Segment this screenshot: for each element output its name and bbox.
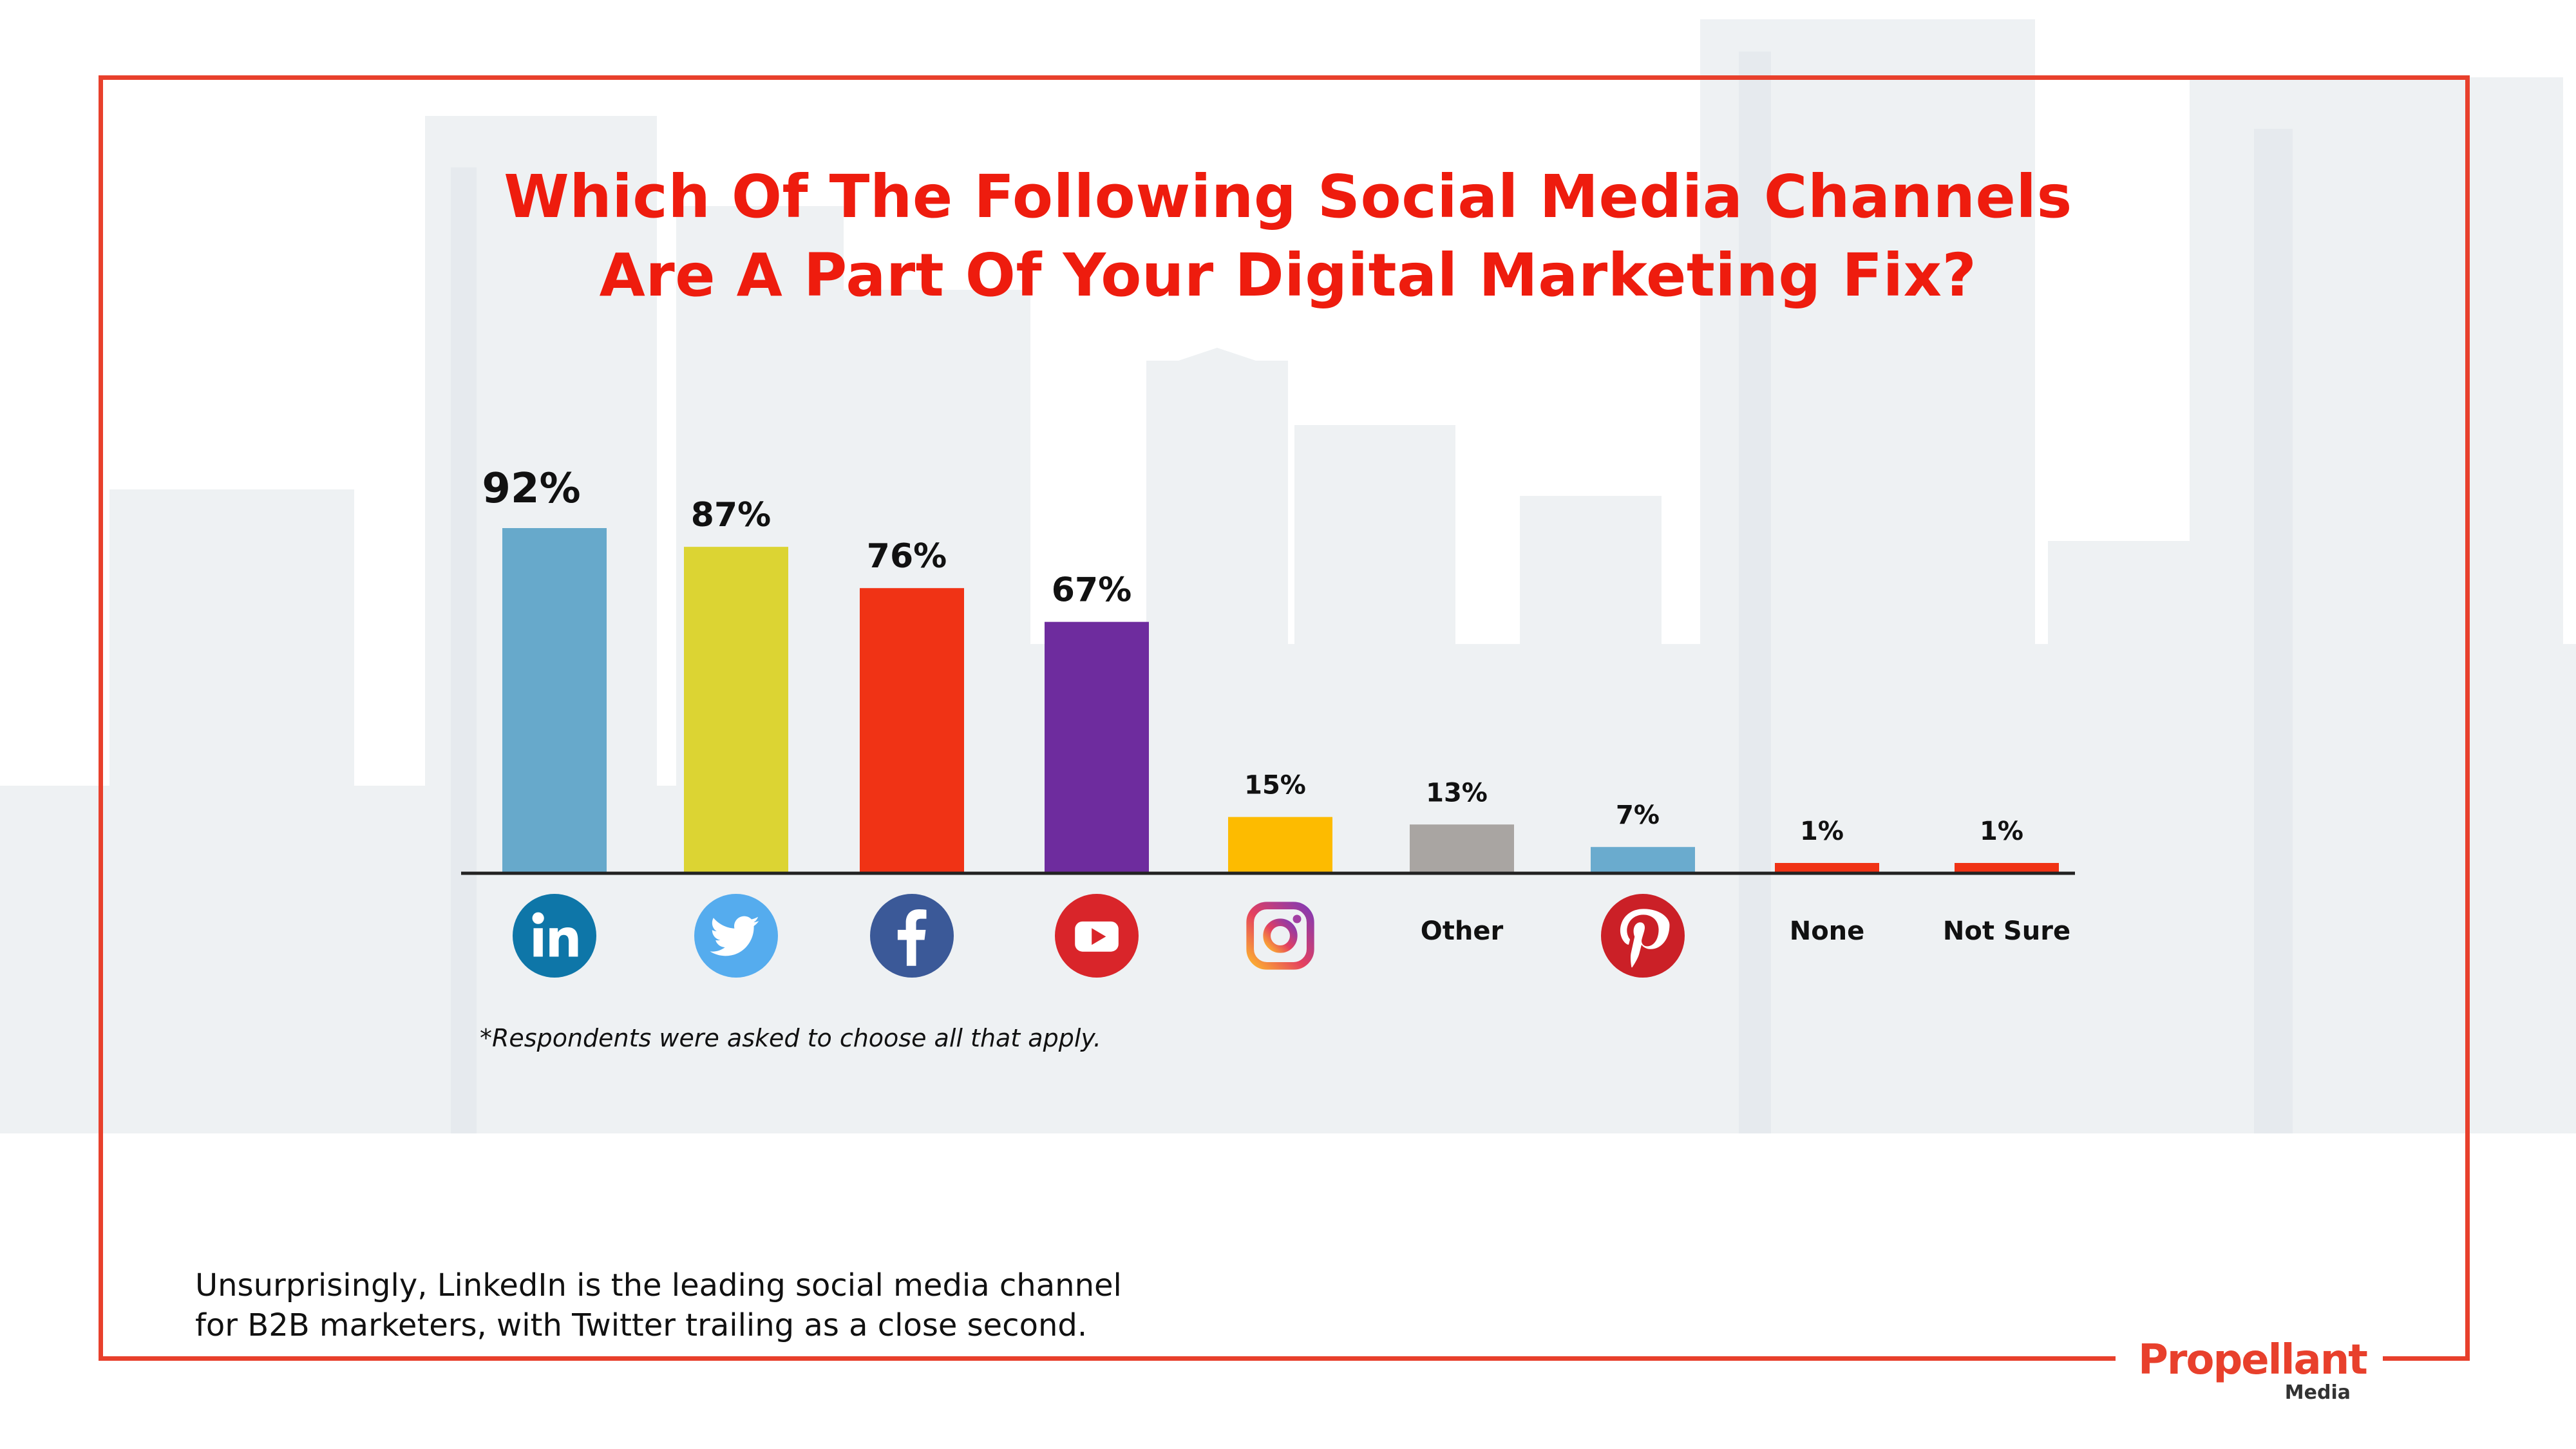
- chart-title-line-1: Which Of The Following Social Media Chan…: [504, 162, 2072, 231]
- category-label-none: None: [1789, 916, 1865, 946]
- value-label-linkedin: 92%: [482, 465, 580, 513]
- bar-instagram: [1228, 817, 1332, 873]
- bar-other: [1410, 824, 1514, 873]
- category-label-not-sure: Not Sure: [1942, 916, 2071, 946]
- bar-twitter: [684, 547, 788, 873]
- value-label-facebook: 76%: [867, 537, 947, 576]
- value-label-youtube: 67%: [1052, 571, 1132, 610]
- summary-line-1: Unsurprisingly, LinkedIn is the leading …: [195, 1267, 1122, 1303]
- value-label-other: 13%: [1426, 778, 1488, 808]
- linkedin-icon: [513, 894, 596, 978]
- value-label-none: 1%: [1800, 817, 1844, 846]
- logo-sub: Media: [2284, 1381, 2351, 1404]
- value-labels-layer: 92% 87% 76% 67% 15% 13% 7% 1% 1%: [482, 465, 2023, 846]
- value-label-instagram: 15%: [1244, 771, 1306, 800]
- pinterest-icon: [1601, 894, 1685, 978]
- propellant-media-logo: Propellant Media: [2125, 1336, 2383, 1407]
- instagram-icon: [1238, 894, 1322, 978]
- bar-youtube: [1045, 621, 1149, 873]
- summary-text: Unsurprisingly, LinkedIn is the leading …: [195, 1265, 1290, 1345]
- twitter-icon: [694, 894, 778, 978]
- bar-not-sure: [1955, 863, 2059, 873]
- value-label-not-sure: 1%: [1980, 817, 2023, 846]
- chart-title: Which Of The Following Social Media Chan…: [0, 158, 2576, 315]
- bar-none: [1775, 863, 1879, 873]
- content-frame: [99, 75, 2470, 1361]
- bar-facebook: [860, 588, 964, 873]
- category-label-other: Other: [1420, 916, 1504, 946]
- youtube-icon: [1055, 894, 1139, 978]
- summary-line-2: for B2B marketers, with Twitter trailing…: [195, 1307, 1088, 1343]
- value-label-twitter: 87%: [691, 496, 771, 535]
- bar-linkedin: [502, 528, 607, 873]
- bar-pinterest: [1591, 847, 1695, 873]
- facebook-icon: [870, 894, 954, 978]
- logo-name: Propellant: [2138, 1336, 2368, 1384]
- footnote: *Respondents were asked to choose all th…: [480, 1024, 1101, 1052]
- value-label-pinterest: 7%: [1616, 800, 1660, 830]
- chart-title-line-2: Are A Part Of Your Digital Marketing Fix…: [599, 241, 1977, 310]
- bars-layer: [502, 528, 2059, 873]
